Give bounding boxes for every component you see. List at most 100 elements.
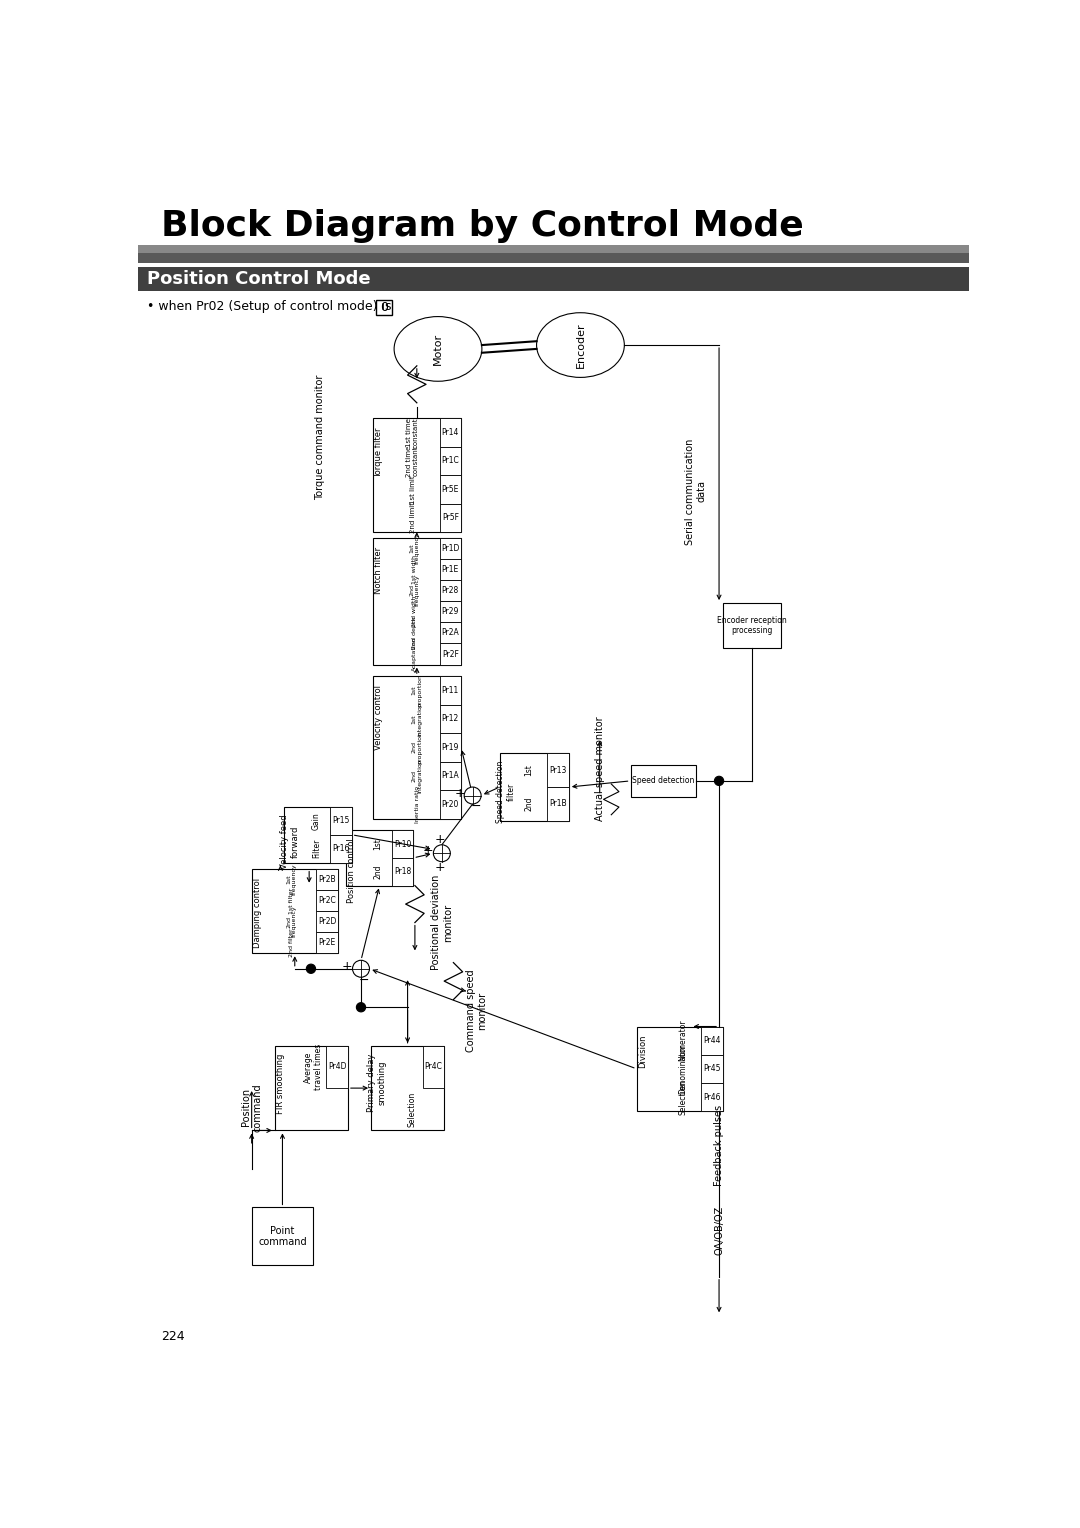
Bar <box>440 761 461 790</box>
Text: +: + <box>455 787 464 799</box>
Bar <box>392 857 414 886</box>
Text: 1st limit: 1st limit <box>409 475 416 504</box>
Bar <box>373 538 461 665</box>
Bar <box>440 733 461 761</box>
Bar <box>440 446 461 475</box>
Text: Pr5E: Pr5E <box>442 484 459 494</box>
Text: 2nd
integration: 2nd integration <box>411 758 422 793</box>
Bar <box>548 787 569 821</box>
Text: +: + <box>422 845 433 857</box>
Text: Pr20: Pr20 <box>442 799 459 808</box>
Bar <box>316 889 338 911</box>
Bar <box>440 504 461 532</box>
Bar <box>392 830 414 857</box>
Text: 0: 0 <box>380 301 388 313</box>
Bar <box>138 266 970 292</box>
Text: Pr2C: Pr2C <box>319 895 336 905</box>
Bar <box>346 830 414 886</box>
Text: Velocity feed
forward: Velocity feed forward <box>281 814 300 869</box>
Circle shape <box>352 960 369 978</box>
Text: 1st: 1st <box>525 764 534 776</box>
Text: Gain: Gain <box>312 811 321 830</box>
Circle shape <box>715 776 724 785</box>
Text: Torque command monitor: Torque command monitor <box>315 374 325 500</box>
Bar <box>373 419 461 532</box>
Bar <box>252 1207 313 1265</box>
Text: Pr1B: Pr1B <box>550 799 567 808</box>
Text: Division: Division <box>638 1034 647 1068</box>
Text: Adaptation: Adaptation <box>413 637 417 671</box>
Bar <box>701 1083 723 1111</box>
Text: Pr5F: Pr5F <box>442 513 459 523</box>
Text: 224: 224 <box>161 1331 185 1343</box>
Text: 1st
frequency: 1st frequency <box>286 863 297 895</box>
Text: Speed detection: Speed detection <box>632 776 694 785</box>
Text: Feedback pulses: Feedback pulses <box>714 1105 724 1186</box>
Bar <box>701 1054 723 1083</box>
Text: 2nd
frequency: 2nd frequency <box>286 906 297 937</box>
Bar <box>500 753 569 821</box>
Circle shape <box>464 787 481 804</box>
Text: Selection: Selection <box>678 1079 687 1115</box>
Bar <box>138 252 970 263</box>
Bar <box>284 807 352 862</box>
Text: Pr18: Pr18 <box>394 868 411 876</box>
Bar <box>440 790 461 819</box>
Ellipse shape <box>394 316 482 382</box>
Text: 2nd
frequency: 2nd frequency <box>409 575 420 607</box>
Bar <box>252 868 338 953</box>
Bar <box>440 601 461 622</box>
Text: Filter: Filter <box>312 839 321 859</box>
Text: Denominator: Denominator <box>678 1044 687 1094</box>
Bar <box>373 677 461 819</box>
Bar <box>326 1045 348 1088</box>
Text: Speed detection
filter: Speed detection filter <box>496 761 515 824</box>
Bar <box>723 604 781 648</box>
Text: Pr15: Pr15 <box>333 816 350 825</box>
Text: 1st
frequency: 1st frequency <box>409 532 420 564</box>
Text: Damping control: Damping control <box>254 879 262 947</box>
Bar <box>440 643 461 665</box>
Text: 1st
integration: 1st integration <box>411 701 422 736</box>
Text: Encoder reception
processing: Encoder reception processing <box>717 616 786 636</box>
Text: Pr16: Pr16 <box>333 843 350 853</box>
Text: Notch filter: Notch filter <box>374 547 383 594</box>
Text: Velocity control: Velocity control <box>374 686 383 750</box>
Bar <box>377 299 392 315</box>
Text: 2nd: 2nd <box>525 796 534 811</box>
Text: FIR smoothing: FIR smoothing <box>276 1053 285 1114</box>
Text: Pr1A: Pr1A <box>442 772 459 781</box>
Text: Pr2A: Pr2A <box>442 628 459 637</box>
Text: Pr12: Pr12 <box>442 715 459 723</box>
Bar <box>316 868 338 889</box>
Text: 1st width: 1st width <box>413 555 417 584</box>
Bar <box>440 559 461 581</box>
Text: 2nd time
constant: 2nd time constant <box>406 445 419 477</box>
Text: 1st filter: 1st filter <box>289 888 294 914</box>
Text: • when Pr02 (Setup of control mode) is: • when Pr02 (Setup of control mode) is <box>147 299 400 313</box>
Text: Block Diagram by Control Mode: Block Diagram by Control Mode <box>161 209 804 243</box>
Text: Positional deviation
monitor: Positional deviation monitor <box>431 876 453 970</box>
Text: Pr4D: Pr4D <box>328 1062 347 1071</box>
Bar <box>440 419 461 446</box>
Text: −: − <box>359 973 369 987</box>
Text: Pr2E: Pr2E <box>319 938 336 947</box>
Text: Numerator: Numerator <box>678 1019 687 1062</box>
Text: Pr4C: Pr4C <box>424 1062 443 1071</box>
Circle shape <box>356 1002 366 1012</box>
Bar <box>548 753 569 787</box>
Text: Pr11: Pr11 <box>442 686 459 695</box>
Text: Pr19: Pr19 <box>442 743 459 752</box>
Text: Position control: Position control <box>348 837 356 903</box>
Text: Position
command: Position command <box>241 1083 262 1132</box>
Bar <box>440 538 461 559</box>
Text: 1st: 1st <box>374 837 382 850</box>
Text: Serial communication
data: Serial communication data <box>685 439 706 544</box>
Circle shape <box>307 964 315 973</box>
Text: Encoder: Encoder <box>576 322 585 368</box>
Text: Position Control Mode: Position Control Mode <box>147 270 370 287</box>
Bar <box>330 834 352 862</box>
Text: Pr46: Pr46 <box>703 1093 720 1102</box>
Text: 2nd filter: 2nd filter <box>289 929 294 957</box>
Text: Pr44: Pr44 <box>703 1036 720 1045</box>
